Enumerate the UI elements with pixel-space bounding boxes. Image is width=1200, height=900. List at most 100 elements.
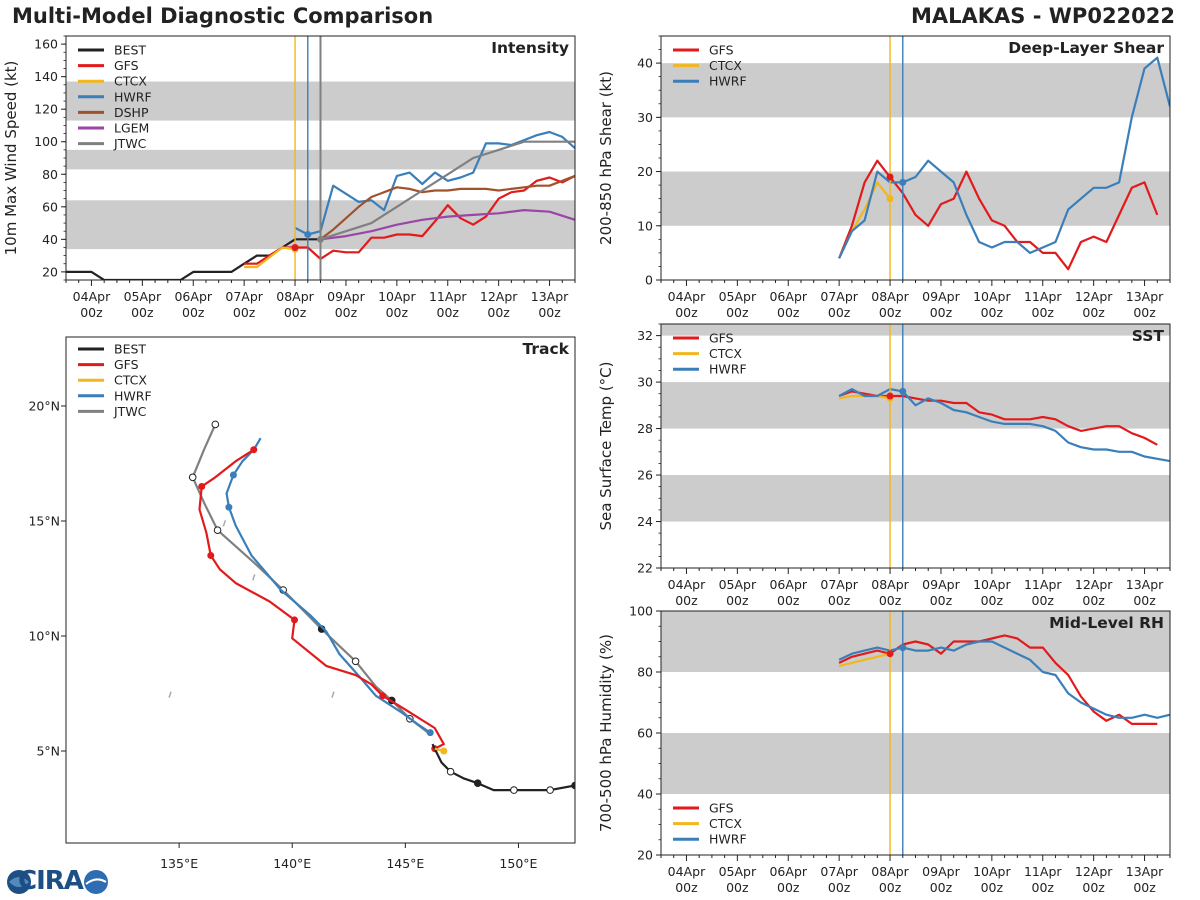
track-point-best — [547, 787, 554, 794]
shear-band — [661, 172, 1170, 226]
sst-title: SST — [1132, 327, 1165, 345]
sst-xtick-label: 00z — [726, 593, 749, 608]
intensity-xtick-label: 00z — [182, 305, 205, 320]
intensity-xtick-label: 11Apr — [429, 289, 467, 304]
intensity-xtick-label: 04Apr — [73, 289, 111, 304]
intensity-xtick-label: 13Apr — [531, 289, 569, 304]
shear-marker-hwrf — [899, 179, 906, 186]
sst-xtick-label: 13Apr — [1126, 577, 1164, 592]
intensity-xtick-label: 00z — [538, 305, 561, 320]
sst-xtick-label: 12Apr — [1075, 577, 1113, 592]
rh-band — [661, 733, 1170, 794]
track-ytick-label: 15°N — [28, 514, 60, 529]
shear-marker-ctcx — [887, 195, 894, 202]
cira-logo-text: CIRA — [18, 866, 83, 896]
track-point-best — [447, 768, 454, 775]
rh-xtick-label: 12Apr — [1075, 864, 1113, 879]
legend-label-hwrf: HWRF — [709, 362, 747, 377]
intensity-marker-hwrf — [304, 231, 311, 238]
rh-title: Mid-Level RH — [1049, 614, 1164, 632]
sst-xtick-label: 00z — [1082, 593, 1105, 608]
sst-band — [661, 475, 1170, 521]
legend-label-ctcx: CTCX — [709, 58, 742, 73]
rh-panel: 04Apr00z05Apr00z06Apr00z07Apr00z08Apr00z… — [597, 604, 1170, 896]
intensity-marker-jtwc — [317, 236, 324, 243]
legend-label-best: BEST — [114, 342, 146, 357]
shear-xtick-label: 00z — [930, 305, 953, 320]
track-point-gfs — [291, 616, 298, 623]
rh-xtick-label: 00z — [828, 880, 851, 895]
track-point-gfs — [207, 552, 214, 559]
sst-ylabel: Sea Surface Temp (°C) — [597, 361, 615, 530]
track-ytick-label: 5°N — [36, 744, 60, 759]
legend-label-ctcx: CTCX — [114, 373, 147, 388]
shear-xtick-label: 00z — [1082, 305, 1105, 320]
intensity-xtick-label: 00z — [437, 305, 460, 320]
track-data — [169, 421, 578, 793]
shear-marker-gfs — [887, 173, 894, 180]
shear-xtick-label: 00z — [828, 305, 851, 320]
shear-xtick-label: 04Apr — [668, 289, 706, 304]
track-xtick-label: 145°E — [386, 856, 424, 871]
rh-xtick-label: 10Apr — [973, 864, 1011, 879]
shear-xtick-label: 00z — [675, 305, 698, 320]
shear-xtick-label: 00z — [1032, 305, 1055, 320]
sst-xtick-label: 00z — [777, 593, 800, 608]
legend-label-gfs: GFS — [114, 58, 139, 73]
sst-ytick-label: 24 — [637, 514, 653, 529]
rh-xtick-label: 00z — [1032, 880, 1055, 895]
track-point-best — [474, 780, 481, 787]
intensity-xtick-label: 00z — [284, 305, 307, 320]
shear-xtick-label: 00z — [726, 305, 749, 320]
shear-xtick-label: 00z — [1133, 305, 1156, 320]
track-xtick-label: 140°E — [273, 856, 311, 871]
intensity-ytick-label: 140 — [34, 69, 58, 84]
shear-xtick-label: 06Apr — [769, 289, 807, 304]
rh-xtick-label: 07Apr — [820, 864, 858, 879]
rh-xtick-label: 08Apr — [871, 864, 909, 879]
sst-xtick-label: 08Apr — [871, 577, 909, 592]
sst-ytick-label: 26 — [637, 468, 653, 483]
intensity-xtick-label: 00z — [80, 305, 103, 320]
intensity-ytick-label: 40 — [42, 232, 58, 247]
rh-xtick-label: 00z — [675, 880, 698, 895]
rh-xtick-label: 04Apr — [668, 864, 706, 879]
sst-xtick-label: 00z — [1032, 593, 1055, 608]
track-xtick-label: 150°E — [499, 856, 537, 871]
shear-xtick-label: 00z — [777, 305, 800, 320]
rh-xtick-label: 13Apr — [1126, 864, 1164, 879]
legend-label-hwrf: HWRF — [709, 832, 747, 847]
rh-xtick-label: 06Apr — [769, 864, 807, 879]
track-point-jtwc — [189, 474, 196, 481]
track-series-jtwc — [193, 424, 428, 732]
legend-label-jtwc: JTWC — [113, 404, 147, 419]
sst-ytick-label: 32 — [637, 328, 653, 343]
sst-xtick-label: 00z — [981, 593, 1004, 608]
rh-ytick-label: 60 — [637, 726, 653, 741]
sst-xtick-label: 06Apr — [769, 577, 807, 592]
legend-label-ctcx: CTCX — [709, 816, 742, 831]
track-point-hwrf — [427, 729, 434, 736]
intensity-ytick-label: 160 — [34, 37, 58, 52]
intensity-xtick-label: 00z — [233, 305, 256, 320]
rh-xtick-label: 09Apr — [922, 864, 960, 879]
intensity-ytick-label: 80 — [42, 167, 58, 182]
sst-xtick-label: 00z — [675, 593, 698, 608]
rh-ylabel: 700-500 hPa Humidity (%) — [597, 634, 615, 832]
legend-label-jtwc: JTWC — [113, 136, 147, 151]
legend-label-gfs: GFS — [114, 357, 139, 372]
rh-xtick-label: 00z — [777, 880, 800, 895]
rh-ytick-label: 100 — [629, 604, 653, 619]
legend-label-gfs: GFS — [709, 331, 734, 346]
sst-ytick-label: 22 — [637, 561, 653, 576]
track-point-hwrf — [230, 472, 237, 479]
island-shape — [223, 520, 225, 526]
shear-ytick-label: 30 — [637, 110, 653, 125]
shear-title: Deep-Layer Shear — [1008, 39, 1164, 57]
intensity-ytick-label: 120 — [34, 102, 58, 117]
shear-ytick-label: 40 — [637, 56, 653, 71]
track-point-ctcx — [440, 748, 447, 755]
sst-marker-hwrf — [899, 388, 906, 395]
shear-xtick-label: 09Apr — [922, 289, 960, 304]
rh-xtick-label: 11Apr — [1024, 864, 1062, 879]
